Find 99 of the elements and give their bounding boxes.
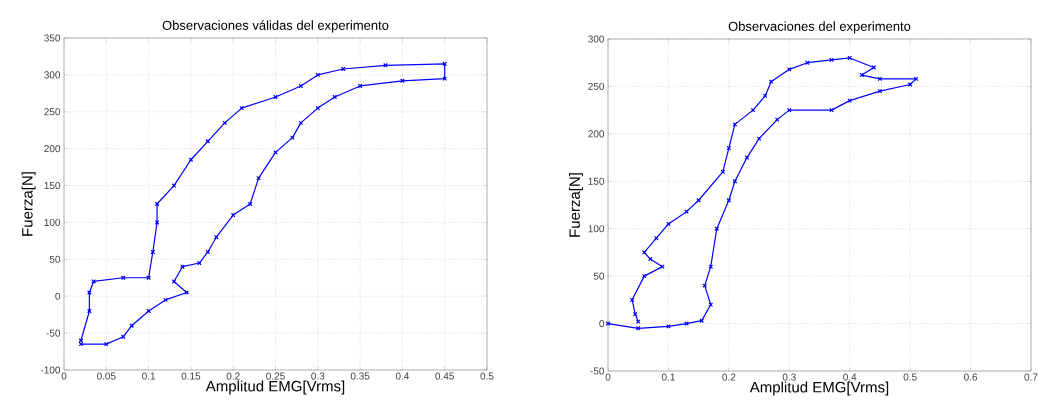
point bbox=[146, 308, 151, 314]
point bbox=[184, 290, 190, 295]
point bbox=[774, 117, 780, 122]
point bbox=[146, 275, 151, 281]
point bbox=[400, 78, 405, 84]
x-tick-label: 0 bbox=[61, 372, 67, 380]
point bbox=[188, 157, 194, 163]
x-tick-label: 0.3 bbox=[311, 372, 325, 380]
y-axis-title: Fuerza[N] bbox=[568, 173, 583, 237]
point bbox=[632, 311, 638, 317]
y-tick-label: 50 bbox=[593, 272, 605, 280]
point bbox=[871, 65, 877, 70]
x-axis-title: Amplitud EMG[Vrms] bbox=[749, 381, 889, 396]
point bbox=[732, 122, 738, 127]
y-axis-title: Fuerza[N] bbox=[21, 172, 36, 236]
point bbox=[205, 249, 211, 255]
point bbox=[332, 94, 338, 100]
y-tick-label: 50 bbox=[49, 255, 61, 263]
x-tick-label: 0.4 bbox=[843, 373, 857, 381]
point bbox=[205, 138, 211, 144]
point bbox=[213, 234, 219, 240]
point bbox=[907, 82, 913, 87]
point bbox=[256, 175, 261, 181]
point bbox=[666, 221, 671, 227]
y-tick-label: -100 bbox=[40, 366, 61, 374]
point bbox=[708, 264, 714, 270]
point bbox=[877, 76, 883, 82]
chart-title: Observaciones del experimento bbox=[728, 21, 911, 34]
y-tick-label: 150 bbox=[44, 182, 61, 190]
point bbox=[150, 249, 156, 255]
y-tick-label: 100 bbox=[44, 218, 61, 226]
point bbox=[847, 55, 853, 61]
point bbox=[103, 341, 109, 347]
point bbox=[180, 264, 185, 270]
point bbox=[756, 136, 762, 141]
y-tick-label: -50 bbox=[590, 367, 605, 375]
y-tick-label: 0 bbox=[599, 320, 605, 328]
x-tick-label: 0.1 bbox=[661, 373, 675, 381]
x-tick-label: 0.5 bbox=[480, 372, 494, 380]
x-tick-label: 0.15 bbox=[181, 372, 201, 380]
y-tick-label: 200 bbox=[44, 145, 61, 153]
point bbox=[696, 197, 702, 203]
point bbox=[442, 61, 448, 67]
point bbox=[230, 212, 236, 218]
y-tick-label: 200 bbox=[588, 130, 605, 138]
point bbox=[641, 273, 647, 279]
y-tick-label: -50 bbox=[46, 329, 61, 337]
y-tick-label: 350 bbox=[44, 34, 61, 42]
point bbox=[829, 57, 834, 63]
point bbox=[744, 155, 750, 160]
y-tick-label: 250 bbox=[44, 108, 61, 116]
y-tick-label: 0 bbox=[55, 292, 61, 300]
point bbox=[154, 220, 160, 225]
x-tick-label: 0.2 bbox=[226, 372, 240, 380]
point bbox=[647, 256, 653, 262]
x-tick-label: 0.25 bbox=[266, 372, 285, 380]
point bbox=[829, 107, 834, 113]
point bbox=[750, 107, 756, 113]
point bbox=[87, 308, 92, 314]
point bbox=[340, 66, 346, 72]
x-tick-label: 0.7 bbox=[1024, 373, 1038, 381]
point bbox=[273, 149, 278, 155]
x-tick-label: 0.45 bbox=[435, 372, 455, 380]
point bbox=[315, 105, 321, 111]
point bbox=[273, 94, 278, 100]
y-tick-label: 250 bbox=[588, 82, 605, 90]
x-axis-title: Amplitud EMG[Vrms] bbox=[205, 380, 345, 395]
point bbox=[197, 260, 202, 266]
x-tick-label: 0.5 bbox=[903, 373, 917, 381]
point bbox=[859, 72, 865, 78]
point bbox=[653, 235, 659, 241]
x-tick-label: 0.35 bbox=[350, 372, 370, 380]
x-tick-label: 0.6 bbox=[964, 373, 978, 381]
point bbox=[786, 107, 792, 113]
x-tick-label: 0.2 bbox=[722, 373, 736, 381]
point bbox=[247, 201, 253, 207]
point bbox=[708, 302, 714, 307]
point bbox=[641, 250, 647, 255]
y-tick-label: 300 bbox=[588, 35, 605, 43]
point bbox=[171, 279, 177, 284]
y-tick-label: 150 bbox=[588, 177, 605, 185]
point bbox=[726, 197, 732, 203]
point bbox=[442, 76, 448, 81]
point bbox=[171, 183, 177, 188]
point bbox=[768, 79, 774, 85]
x-tick-label: 0.3 bbox=[782, 373, 796, 381]
x-tick-label: 0 bbox=[605, 373, 611, 381]
point bbox=[239, 105, 245, 111]
point bbox=[163, 297, 168, 303]
chart-title: Observaciones válidas del experimento bbox=[162, 20, 389, 33]
point bbox=[87, 290, 92, 295]
x-tick-label: 0.05 bbox=[96, 372, 116, 380]
point bbox=[805, 60, 810, 66]
y-tick-label: 300 bbox=[44, 71, 61, 79]
y-tick-label: 100 bbox=[588, 225, 605, 233]
point bbox=[732, 178, 738, 184]
point bbox=[383, 62, 388, 68]
x-tick-label: 0.1 bbox=[142, 372, 156, 380]
x-tick-label: 0.4 bbox=[395, 372, 410, 380]
